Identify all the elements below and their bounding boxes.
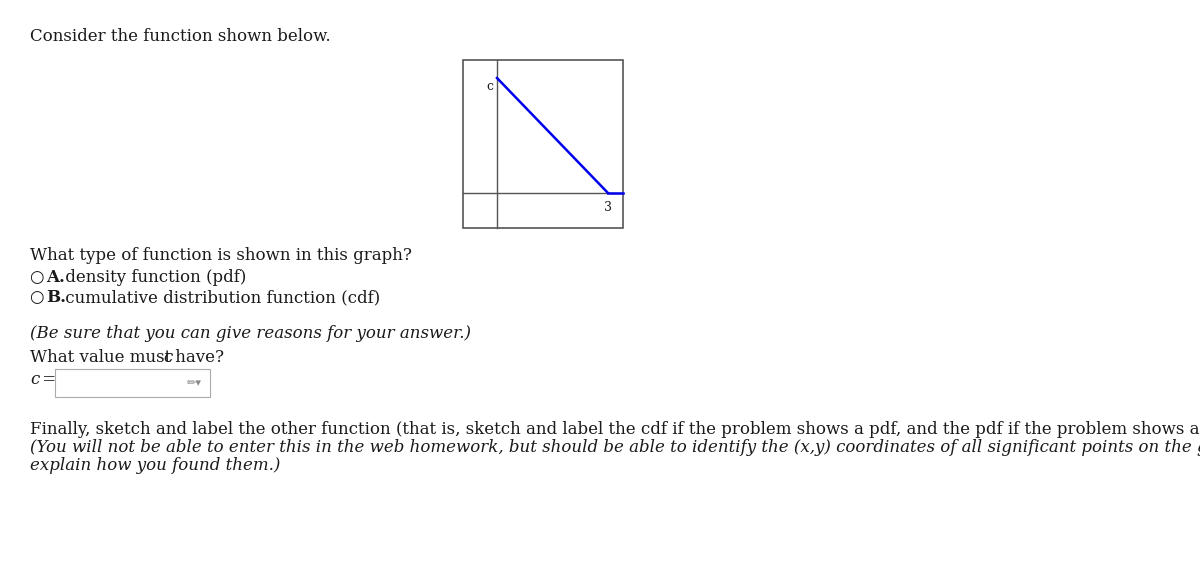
Text: (You will not be able to enter this in the web homework, but should be able to i: (You will not be able to enter this in t… [30,439,1200,456]
Text: cumulative distribution function (cdf): cumulative distribution function (cdf) [60,289,380,306]
Text: c: c [486,80,493,93]
Bar [55,369,210,397]
Text: Consider the function shown below.: Consider the function shown below. [30,28,331,45]
Text: Finally, sketch and label the other function (that is, sketch and label the cdf : Finally, sketch and label the other func… [30,421,1200,438]
Bar [463,60,623,228]
Text: What type of function is shown in this graph?: What type of function is shown in this g… [30,247,412,264]
Text: ○: ○ [30,289,49,306]
Text: B.: B. [46,289,66,306]
Text: explain how you found them.): explain how you found them.) [30,457,281,474]
Text: =: = [37,371,56,388]
Text: What value must: What value must [30,349,176,366]
Text: A.: A. [46,269,65,286]
Text: c: c [30,371,40,388]
Text: have?: have? [170,349,224,366]
Text: c: c [163,349,173,366]
Text: 3: 3 [604,201,612,214]
Text: density function (pdf): density function (pdf) [60,269,246,286]
Text: ✏▾: ✏▾ [187,378,202,388]
Text: ○: ○ [30,269,49,286]
Text: (Be sure that you can give reasons for your answer.): (Be sure that you can give reasons for y… [30,325,470,342]
